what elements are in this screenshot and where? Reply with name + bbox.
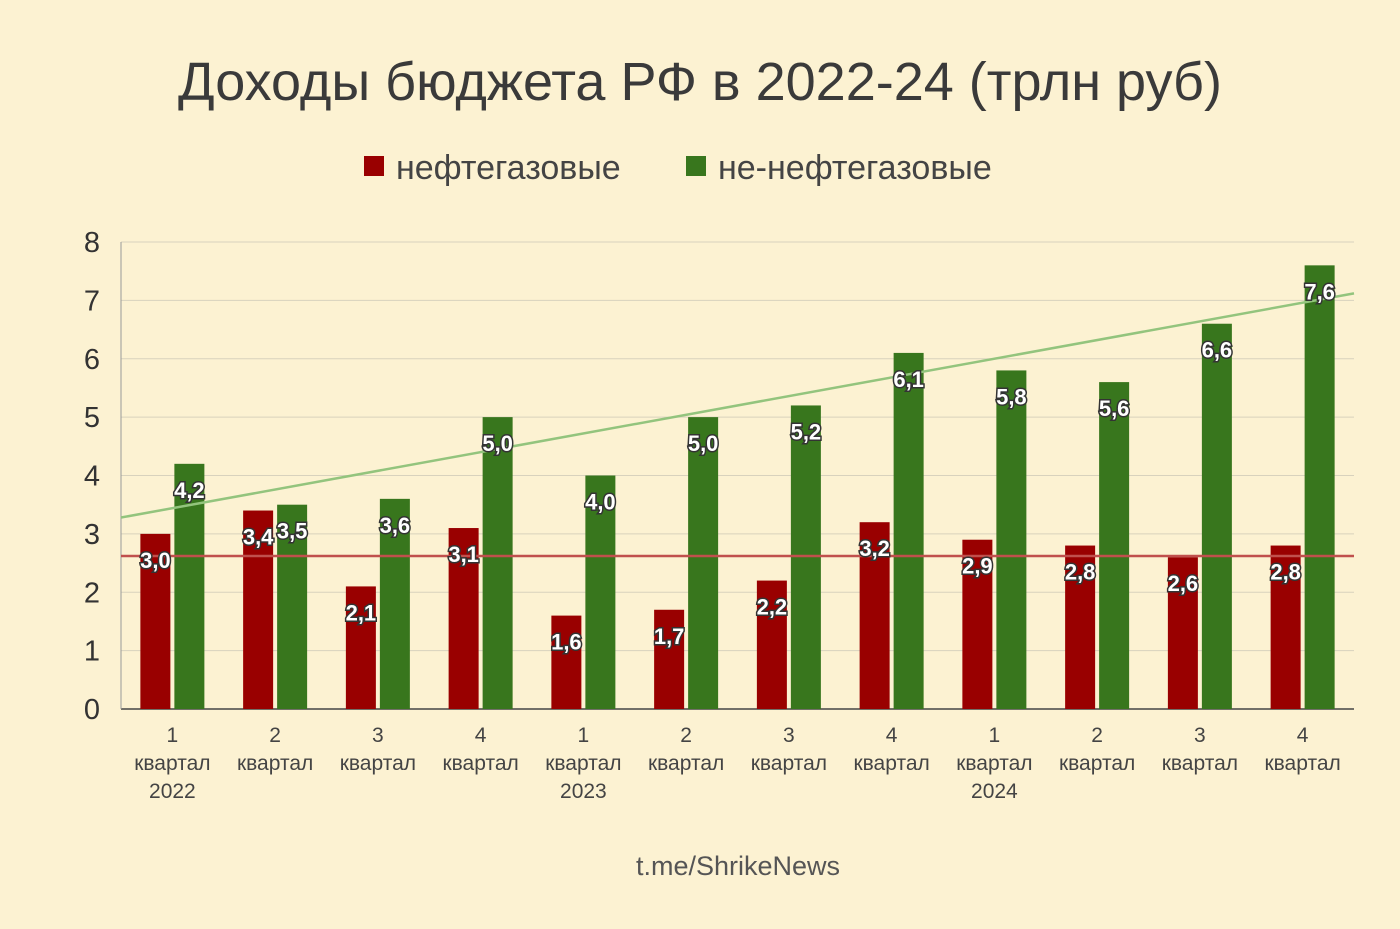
- x-tick-label: квартал: [340, 752, 416, 775]
- x-axis-ticks: 1 квартал 2022 2 квартал 3 квартал 4 квартал 1 ква…: [134, 724, 1341, 803]
- x-tick-label: 2023: [560, 780, 607, 803]
- x-tick-label: 4: [886, 724, 898, 747]
- x-tick-label: 3: [1194, 724, 1206, 747]
- x-tick-label: 3: [783, 724, 795, 747]
- bar-oil-gas: [1167, 557, 1198, 709]
- bar-oil-gas: [962, 539, 993, 709]
- legend-swatch-oil-gas: [364, 156, 384, 176]
- x-tick-label: квартал: [648, 752, 724, 775]
- bar-oil-gas: [1065, 545, 1096, 709]
- data-label: 3,5: [277, 519, 308, 544]
- x-tick-label: 2024: [971, 780, 1018, 803]
- data-label: 2,2: [757, 595, 788, 620]
- data-label: 2,6: [1168, 571, 1199, 596]
- data-label: 3,2: [859, 536, 890, 561]
- data-label: 2,8: [1270, 560, 1301, 585]
- x-tick-label: 1: [578, 724, 590, 747]
- x-tick-label: 2: [680, 724, 692, 747]
- data-label: 4,2: [174, 478, 205, 503]
- data-label: 3,4: [243, 525, 274, 550]
- data-label: 5,6: [1099, 396, 1130, 421]
- gridlines: [120, 241, 1354, 710]
- bar-oil-gas: [654, 609, 685, 709]
- data-label: 5,2: [791, 419, 822, 444]
- data-label: 7,6: [1304, 279, 1335, 304]
- source-credit: t.me/ShrikeNews: [636, 851, 840, 881]
- trendlines: [120, 292, 1355, 558]
- data-label: 5,8: [996, 384, 1027, 409]
- y-tick-label: 5: [84, 402, 100, 434]
- bar-non-oil-gas: [379, 498, 410, 709]
- chart-title: Доходы бюджета РФ в 2022-24 (трлн руб): [178, 52, 1222, 112]
- x-tick-label: квартал: [1059, 752, 1135, 775]
- bar-oil-gas: [448, 528, 479, 709]
- data-label: 1,6: [551, 630, 582, 655]
- y-tick-label: 4: [84, 461, 100, 493]
- x-tick-label: квартал: [853, 752, 929, 775]
- x-tick-label: квартал: [1264, 752, 1340, 775]
- bar-non-oil-gas: [1304, 265, 1335, 709]
- data-label: 6,1: [893, 367, 924, 392]
- x-tick-label: 2022: [149, 780, 196, 803]
- legend-label-oil-gas: нефтегазовые: [396, 149, 621, 187]
- bar-oil-gas: [1270, 545, 1301, 709]
- bar-oil-gas: [859, 522, 890, 709]
- x-tick-label: квартал: [442, 752, 518, 775]
- x-tick-label: квартал: [237, 752, 313, 775]
- bar-oil-gas: [243, 510, 274, 709]
- data-label: 3,0: [140, 548, 171, 573]
- x-tick-label: 1: [167, 724, 179, 747]
- y-tick-label: 8: [84, 227, 100, 259]
- y-tick-label: 6: [84, 344, 100, 376]
- bar-oil-gas: [756, 580, 787, 709]
- y-tick-label: 0: [84, 694, 100, 726]
- x-tick-label: квартал: [134, 752, 210, 775]
- x-tick-label: 2: [1091, 724, 1103, 747]
- data-label: 6,6: [1202, 338, 1233, 363]
- legend-swatch-non-oil-gas: [686, 156, 706, 176]
- bar-non-oil-gas: [277, 504, 308, 709]
- y-axis-ticks: 0 1 2 3 4 5 6 7 8: [84, 227, 100, 726]
- bar-non-oil-gas: [585, 475, 616, 709]
- data-labels: 3,0 3,4 2,1 3,1 1,6 1,7 2,2 3,2 2,9 2,8 2,6 2,8 4,2 3…: [139, 278, 1337, 656]
- trendline: [120, 292, 1355, 519]
- x-tick-label: квартал: [545, 752, 621, 775]
- data-label: 3,6: [380, 513, 411, 538]
- x-tick-label: 2: [269, 724, 281, 747]
- bars: [140, 265, 1335, 709]
- bar-non-oil-gas: [996, 370, 1027, 709]
- data-label: 5,0: [482, 431, 513, 456]
- x-tick-label: 3: [372, 724, 384, 747]
- data-label: 2,8: [1065, 560, 1096, 585]
- x-tick-label: 4: [1297, 724, 1309, 747]
- bar-oil-gas: [140, 533, 171, 709]
- data-label: 3,1: [448, 542, 479, 567]
- data-label: 1,7: [654, 624, 685, 649]
- y-tick-label: 2: [84, 577, 100, 609]
- bar-non-oil-gas: [482, 417, 513, 709]
- x-tick-label: квартал: [956, 752, 1032, 775]
- legend: нефтегазовые не-нефтегазовые: [364, 149, 992, 187]
- bar-oil-gas: [551, 615, 582, 709]
- bar-non-oil-gas: [1201, 323, 1232, 709]
- bar-non-oil-gas: [893, 352, 924, 709]
- legend-label-non-oil-gas: не-нефтегазовые: [718, 149, 992, 187]
- bar-oil-gas: [345, 586, 376, 709]
- x-tick-label: квартал: [1162, 752, 1238, 775]
- data-label: 2,1: [346, 600, 377, 625]
- bar-non-oil-gas: [688, 417, 719, 709]
- x-tick-label: 4: [475, 724, 487, 747]
- data-label: 4,0: [585, 490, 616, 515]
- y-tick-label: 1: [84, 636, 100, 668]
- x-tick-label: квартал: [751, 752, 827, 775]
- bar-non-oil-gas: [1099, 382, 1130, 709]
- y-tick-label: 3: [84, 519, 100, 551]
- y-tick-label: 7: [84, 285, 100, 317]
- data-label: 5,0: [688, 431, 719, 456]
- data-label: 2,9: [962, 554, 993, 579]
- x-tick-label: 1: [989, 724, 1001, 747]
